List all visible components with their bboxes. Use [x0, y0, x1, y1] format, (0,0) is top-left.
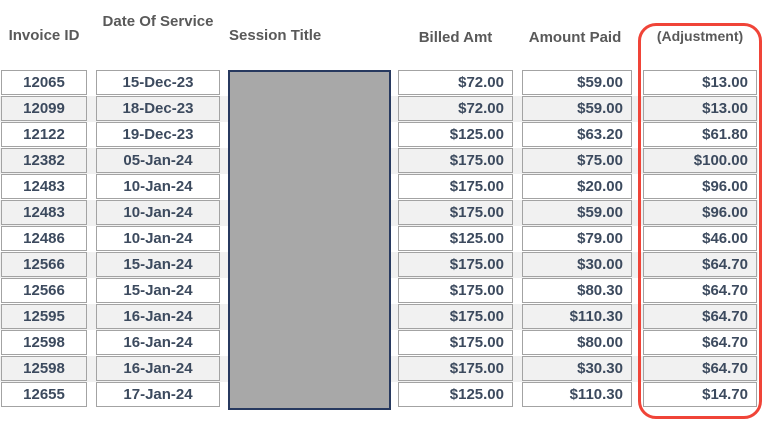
cell-invoice-id[interactable]: 12065 — [1, 70, 87, 95]
cell-adjustment[interactable]: $100.00 — [643, 148, 757, 173]
cell-date-of-service[interactable]: 10-Jan-24 — [96, 174, 220, 199]
cell-invoice-id[interactable]: 12099 — [1, 96, 87, 121]
cell-adjustment[interactable]: $64.70 — [643, 330, 757, 355]
session-title-redaction-box — [228, 70, 391, 410]
column-header-amount-paid: Amount Paid — [528, 29, 622, 46]
cell-amount-paid[interactable]: $20.00 — [522, 174, 632, 199]
column-header-adjustment: (Adjustment) — [656, 28, 744, 44]
cell-billed-amt[interactable]: $125.00 — [398, 226, 513, 251]
cell-adjustment[interactable]: $13.00 — [643, 70, 757, 95]
cell-adjustment[interactable]: $64.70 — [643, 278, 757, 303]
cell-amount-paid[interactable]: $79.00 — [522, 226, 632, 251]
cell-date-of-service[interactable]: 10-Jan-24 — [96, 226, 220, 251]
cell-invoice-id[interactable]: 12122 — [1, 122, 87, 147]
cell-date-of-service[interactable]: 05-Jan-24 — [96, 148, 220, 173]
cell-billed-amt[interactable]: $175.00 — [398, 200, 513, 225]
cell-invoice-id[interactable]: 12595 — [1, 304, 87, 329]
cell-date-of-service[interactable]: 17-Jan-24 — [96, 382, 220, 407]
cell-amount-paid[interactable]: $80.00 — [522, 330, 632, 355]
column-header-date-of-service: Date Of Service — [102, 13, 214, 30]
cell-amount-paid[interactable]: $59.00 — [522, 96, 632, 121]
cell-adjustment[interactable]: $96.00 — [643, 200, 757, 225]
cell-adjustment[interactable]: $13.00 — [643, 96, 757, 121]
cell-amount-paid[interactable]: $63.20 — [522, 122, 632, 147]
cell-billed-amt[interactable]: $175.00 — [398, 252, 513, 277]
cell-amount-paid[interactable]: $75.00 — [522, 148, 632, 173]
cell-invoice-id[interactable]: 12598 — [1, 356, 87, 381]
cell-adjustment[interactable]: $14.70 — [643, 382, 757, 407]
cell-billed-amt[interactable]: $175.00 — [398, 330, 513, 355]
cell-adjustment[interactable]: $64.70 — [643, 252, 757, 277]
cell-invoice-id[interactable]: 12483 — [1, 200, 87, 225]
cell-billed-amt[interactable]: $125.00 — [398, 382, 513, 407]
column-header-billed-amt: Billed Amt — [418, 29, 493, 46]
cell-date-of-service[interactable]: 15-Jan-24 — [96, 278, 220, 303]
cell-billed-amt[interactable]: $175.00 — [398, 304, 513, 329]
cell-adjustment[interactable]: $96.00 — [643, 174, 757, 199]
cell-date-of-service[interactable]: 16-Jan-24 — [96, 330, 220, 355]
table-row: 12566 15-Jan-24 $175.00 $30.00 $64.70 — [0, 252, 758, 278]
cell-amount-paid[interactable]: $110.30 — [522, 382, 632, 407]
cell-billed-amt[interactable]: $175.00 — [398, 174, 513, 199]
cell-invoice-id[interactable]: 12382 — [1, 148, 87, 173]
cell-invoice-id[interactable]: 12566 — [1, 252, 87, 277]
cell-amount-paid[interactable]: $30.00 — [522, 252, 632, 277]
cell-date-of-service[interactable]: 18-Dec-23 — [96, 96, 220, 121]
cell-invoice-id[interactable]: 12483 — [1, 174, 87, 199]
column-header-invoice-id: Invoice ID — [8, 27, 80, 44]
cell-invoice-id[interactable]: 12598 — [1, 330, 87, 355]
cell-date-of-service[interactable]: 16-Jan-24 — [96, 356, 220, 381]
cell-adjustment[interactable]: $46.00 — [643, 226, 757, 251]
cell-billed-amt[interactable]: $175.00 — [398, 148, 513, 173]
cell-date-of-service[interactable]: 15-Jan-24 — [96, 252, 220, 277]
cell-amount-paid[interactable]: $30.30 — [522, 356, 632, 381]
cell-adjustment[interactable]: $64.70 — [643, 304, 757, 329]
cell-invoice-id[interactable]: 12486 — [1, 226, 87, 251]
cell-date-of-service[interactable]: 15-Dec-23 — [96, 70, 220, 95]
column-header-session-title: Session Title — [229, 27, 322, 44]
cell-invoice-id[interactable]: 12566 — [1, 278, 87, 303]
cell-amount-paid[interactable]: $110.30 — [522, 304, 632, 329]
cell-amount-paid[interactable]: $59.00 — [522, 200, 632, 225]
cell-date-of-service[interactable]: 19-Dec-23 — [96, 122, 220, 147]
cell-billed-amt[interactable]: $72.00 — [398, 70, 513, 95]
cell-billed-amt[interactable]: $175.00 — [398, 356, 513, 381]
cell-adjustment[interactable]: $61.80 — [643, 122, 757, 147]
cell-amount-paid[interactable]: $80.30 — [522, 278, 632, 303]
cell-billed-amt[interactable]: $175.00 — [398, 278, 513, 303]
cell-billed-amt[interactable]: $125.00 — [398, 122, 513, 147]
cell-date-of-service[interactable]: 10-Jan-24 — [96, 200, 220, 225]
cell-amount-paid[interactable]: $59.00 — [522, 70, 632, 95]
cell-invoice-id[interactable]: 12655 — [1, 382, 87, 407]
cell-adjustment[interactable]: $64.70 — [643, 356, 757, 381]
cell-billed-amt[interactable]: $72.00 — [398, 96, 513, 121]
cell-date-of-service[interactable]: 16-Jan-24 — [96, 304, 220, 329]
